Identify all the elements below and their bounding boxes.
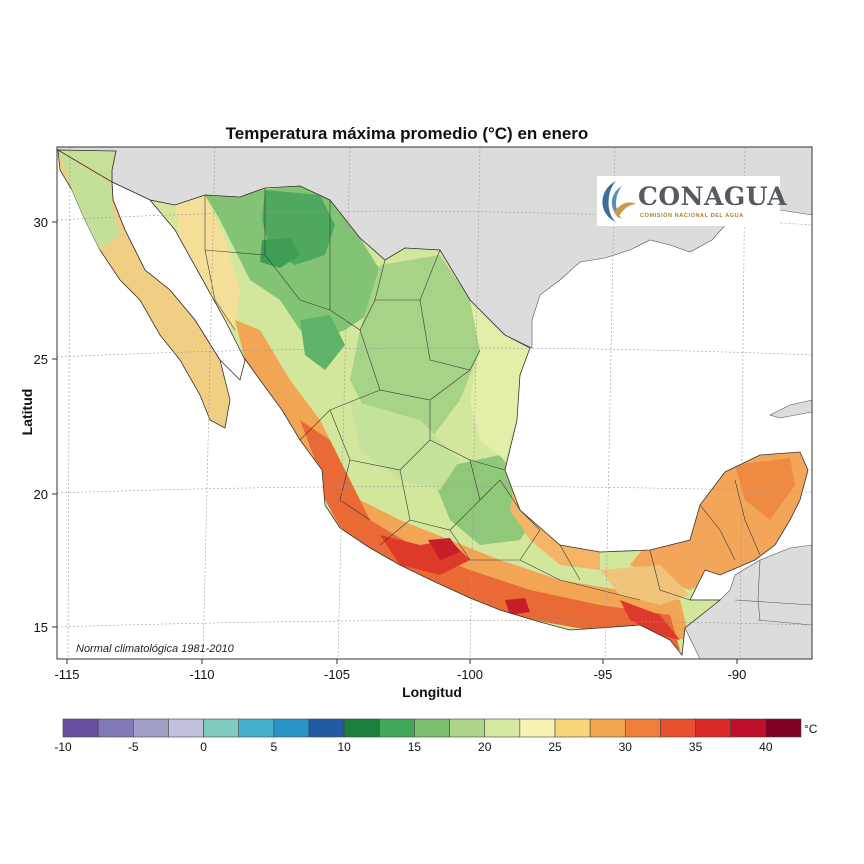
colorbar-tick-label: 20	[478, 740, 492, 754]
graticule	[57, 147, 812, 659]
colorbar-tick-label: 15	[408, 740, 422, 754]
colorbar-swatch	[62, 718, 99, 738]
conagua-wave-icon	[602, 181, 636, 222]
temp-zone-chiapas-hot	[620, 600, 680, 640]
climatological-normal-caption: Normal climatológica 1981-2010	[76, 643, 235, 655]
x-tick-label: -110	[189, 667, 214, 682]
colorbar-tick-label: 35	[689, 740, 703, 754]
x-tick-label: -90	[728, 667, 747, 682]
state-borders	[149, 188, 761, 601]
mexico-coastline	[57, 149, 809, 657]
colorbar-swatch	[203, 718, 240, 738]
colorbar-swatch	[624, 718, 661, 738]
colorbar-swatch	[308, 718, 345, 738]
temp-zone-hotspot-1	[428, 538, 460, 560]
colorbar-tick-label: 0	[200, 740, 207, 754]
colorbar-swatch	[378, 718, 415, 738]
colorbar-tick-label: 5	[271, 740, 278, 754]
colorbar: -10 -5 0 5 10 15 20 25 30 35 40	[54, 718, 802, 754]
temp-zone-dark-green-3	[300, 315, 345, 370]
temp-zone-light-green	[350, 400, 460, 490]
x-axis: -115 -110 -105 -100 -95 -90	[54, 659, 746, 682]
y-tick-label: 15	[34, 620, 48, 635]
x-tick-label: -115	[54, 667, 79, 682]
x-axis-label: Longitud	[402, 684, 462, 700]
conagua-logo-name: CONAGUA	[638, 182, 787, 211]
colorbar-swatch	[97, 718, 134, 738]
colorbar-swatch	[519, 718, 556, 738]
colorbar-swatch	[168, 718, 204, 738]
colorbar-swatch	[414, 718, 450, 738]
y-tick-label: 25	[34, 352, 48, 367]
y-axis: 30 25 20 15	[34, 215, 57, 635]
colorbar-swatch	[238, 718, 275, 738]
colorbar-tick-label: 40	[759, 740, 773, 754]
belize-border	[734, 559, 812, 626]
temp-zone-yucatan-hot	[735, 458, 795, 520]
conagua-logo-subtitle: COMISIÓN NACIONAL DEL AGUA	[640, 211, 744, 219]
colorbar-swatch	[554, 718, 591, 738]
plot-frame	[56, 146, 813, 660]
temp-zone-altiplano	[350, 255, 480, 450]
x-tick-label: -95	[594, 667, 613, 682]
x-tick-label: -100	[457, 667, 483, 682]
colorbar-swatch	[695, 718, 732, 738]
conagua-logo: CONAGUA COMISIÓN NACIONAL DEL AGUA	[597, 176, 787, 226]
colorbar-tick-label: 10	[337, 740, 351, 754]
colorbar-swatch	[730, 718, 767, 738]
y-axis-label: Latitud	[19, 389, 35, 436]
temp-zone-hotspot-2	[505, 598, 530, 615]
colorbar-swatch	[765, 718, 802, 738]
colorbar-swatch	[589, 718, 626, 738]
temp-zone-tamaulipas	[470, 300, 530, 460]
colorbar-swatch	[273, 718, 310, 738]
colorbar-tick-label: -5	[128, 740, 139, 754]
colorbar-swatch	[449, 718, 486, 738]
baja-north-tone	[60, 152, 120, 250]
temp-zone-dark-green-2	[260, 238, 300, 268]
colorbar-unit: °C	[804, 722, 818, 736]
temp-zone-chiapas-interior	[600, 565, 690, 605]
colorbar-swatch	[132, 718, 169, 738]
colorbar-swatch	[660, 718, 696, 738]
colorbar-tick-label: 30	[619, 740, 633, 754]
colorbar-swatch	[343, 718, 380, 738]
colorbar-tick-label: -10	[54, 740, 72, 754]
y-tick-label: 20	[34, 487, 48, 502]
chart-title: Temperatura máxima promedio (°C) en ener…	[226, 124, 589, 143]
cuba-landmass	[769, 399, 812, 419]
x-tick-label: -105	[324, 667, 350, 682]
colorbar-tick-label: 25	[548, 740, 562, 754]
colorbar-swatch	[484, 718, 521, 738]
y-tick-label: 30	[34, 215, 48, 230]
